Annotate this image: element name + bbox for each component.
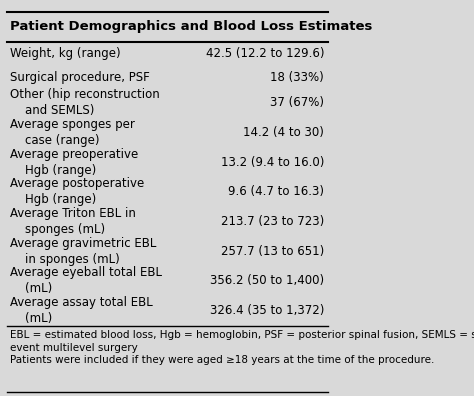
- Text: Average Triton EBL in
    sponges (mL): Average Triton EBL in sponges (mL): [10, 207, 136, 236]
- FancyBboxPatch shape: [7, 66, 328, 88]
- Text: EBL = estimated blood loss, Hgb = hemoglobin, PSF = posterior spinal fusion, SEM: EBL = estimated blood loss, Hgb = hemogl…: [10, 330, 474, 353]
- FancyBboxPatch shape: [7, 207, 328, 236]
- FancyBboxPatch shape: [7, 266, 328, 296]
- Text: Weight, kg (range): Weight, kg (range): [10, 48, 121, 60]
- Text: 13.2 (9.4 to 16.0): 13.2 (9.4 to 16.0): [221, 156, 324, 169]
- Text: 257.7 (13 to 651): 257.7 (13 to 651): [221, 245, 324, 258]
- FancyBboxPatch shape: [7, 147, 328, 177]
- FancyBboxPatch shape: [7, 118, 328, 147]
- Text: Surgical procedure, PSF: Surgical procedure, PSF: [10, 70, 150, 84]
- Text: 42.5 (12.2 to 129.6): 42.5 (12.2 to 129.6): [206, 48, 324, 60]
- Text: 37 (67%): 37 (67%): [270, 96, 324, 109]
- FancyBboxPatch shape: [7, 12, 328, 42]
- Text: 18 (33%): 18 (33%): [271, 70, 324, 84]
- Text: Average gravimetric EBL
    in sponges (mL): Average gravimetric EBL in sponges (mL): [10, 237, 156, 266]
- Text: Other (hip reconstruction
    and SEMLS): Other (hip reconstruction and SEMLS): [10, 88, 160, 117]
- Text: 326.4 (35 to 1,372): 326.4 (35 to 1,372): [210, 304, 324, 317]
- Text: 356.2 (50 to 1,400): 356.2 (50 to 1,400): [210, 274, 324, 287]
- Text: Average preoperative
    Hgb (range): Average preoperative Hgb (range): [10, 148, 138, 177]
- FancyBboxPatch shape: [7, 236, 328, 266]
- Text: 14.2 (4 to 30): 14.2 (4 to 30): [243, 126, 324, 139]
- Text: 9.6 (4.7 to 16.3): 9.6 (4.7 to 16.3): [228, 185, 324, 198]
- FancyBboxPatch shape: [7, 42, 328, 66]
- FancyBboxPatch shape: [7, 88, 328, 118]
- Text: Average assay total EBL
    (mL): Average assay total EBL (mL): [10, 296, 153, 325]
- Text: Average eyeball total EBL
    (mL): Average eyeball total EBL (mL): [10, 267, 162, 295]
- Text: Average sponges per
    case (range): Average sponges per case (range): [10, 118, 135, 147]
- FancyBboxPatch shape: [7, 326, 328, 392]
- Text: Patient Demographics and Blood Loss Estimates: Patient Demographics and Blood Loss Esti…: [10, 20, 373, 33]
- Text: Average postoperative
    Hgb (range): Average postoperative Hgb (range): [10, 177, 144, 206]
- FancyBboxPatch shape: [7, 177, 328, 207]
- FancyBboxPatch shape: [7, 296, 328, 326]
- Text: Patients were included if they were aged ≥18 years at the time of the procedure.: Patients were included if they were aged…: [10, 355, 434, 365]
- Text: 213.7 (23 to 723): 213.7 (23 to 723): [221, 215, 324, 228]
